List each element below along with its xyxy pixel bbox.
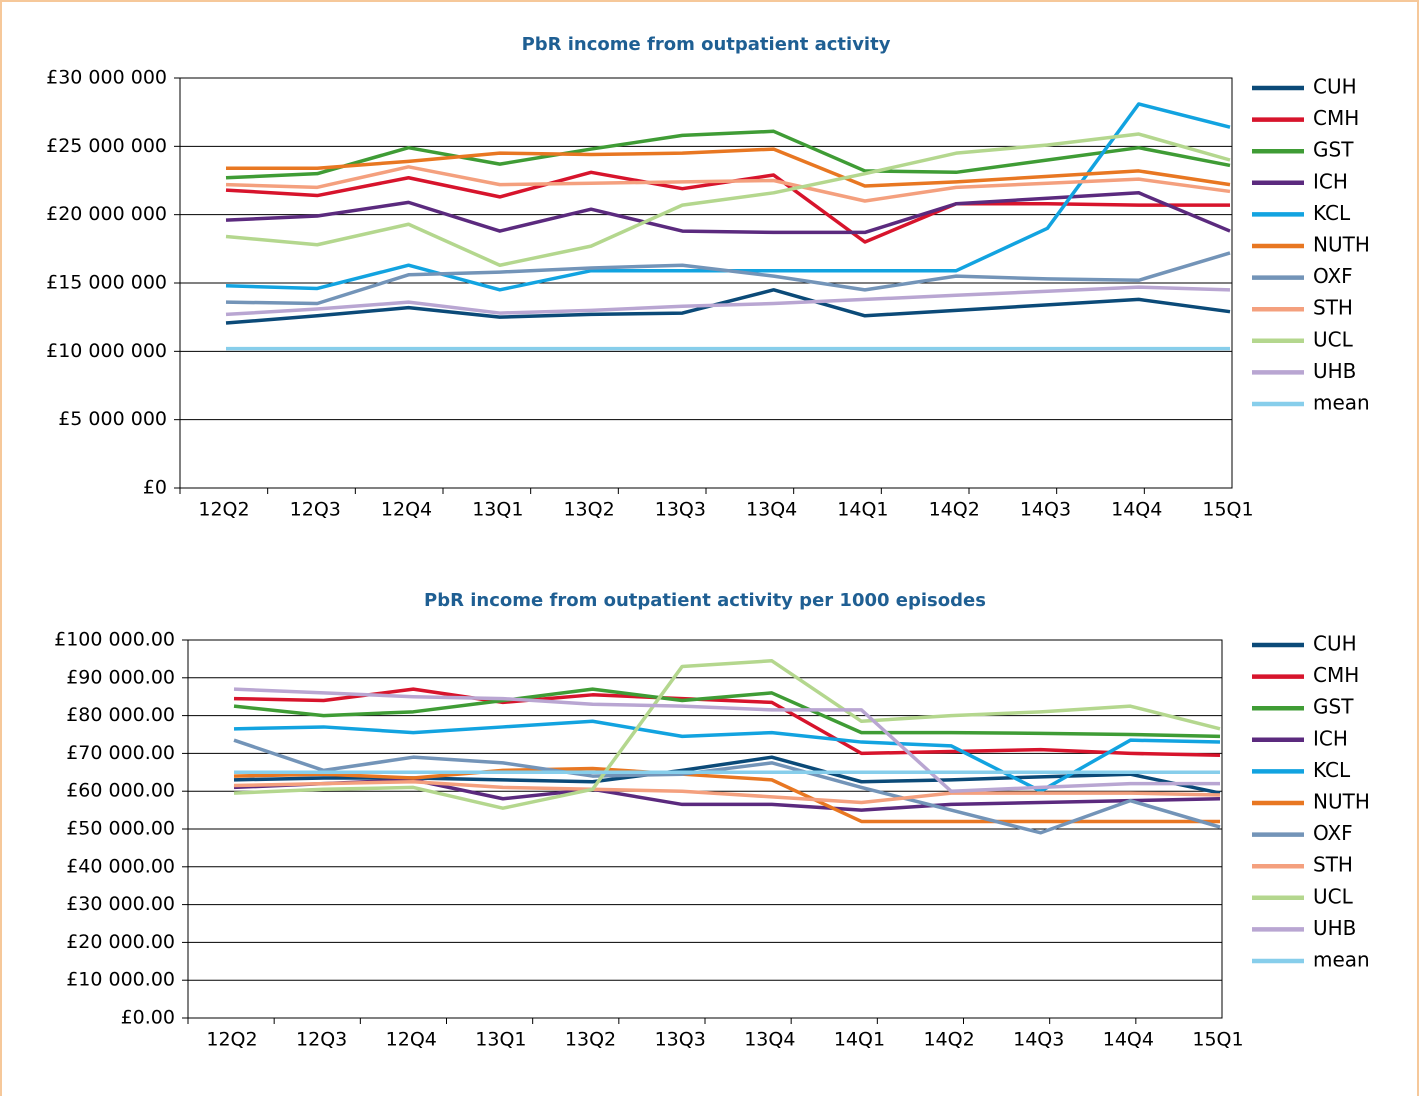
y-tick-label: £50 000.00: [66, 818, 175, 840]
series-line: [233, 687, 1221, 758]
series-line: [233, 719, 1221, 793]
legend-label: KCL: [1313, 201, 1351, 225]
series-line: [225, 132, 1231, 267]
x-tick-label: 12Q3: [290, 499, 341, 521]
y-tick-label: £5 000 000: [58, 408, 167, 430]
legend-label: UHB: [1313, 916, 1356, 940]
y-tick-label: £20 000.00: [66, 931, 175, 953]
x-tick-label: 12Q4: [386, 1029, 437, 1051]
x-tick-label: 13Q1: [472, 499, 523, 521]
y-tick-label: £100 000.00: [54, 629, 175, 651]
legend-label: KCL: [1313, 758, 1351, 782]
x-tick-label: 13Q1: [475, 1029, 526, 1051]
y-tick-label: £70 000.00: [66, 742, 175, 764]
legend-label: STH: [1313, 296, 1353, 320]
legend-label: GST: [1313, 138, 1354, 162]
x-tick-label: 14Q4: [1111, 499, 1162, 521]
x-tick-label: 15Q1: [1202, 499, 1253, 521]
series-line: [233, 687, 1221, 739]
y-tick-label: £60 000.00: [66, 780, 175, 802]
series-line: [226, 147, 1231, 188]
legend-label: UCL: [1313, 884, 1354, 908]
legend-label: ICH: [1313, 726, 1348, 750]
x-tick-label: 13Q4: [746, 499, 797, 521]
x-tick-label: 14Q2: [929, 499, 980, 521]
legend-label: NUTH: [1313, 233, 1370, 257]
y-tick-label: £15 000 000: [46, 272, 167, 294]
series-line: [225, 285, 1231, 317]
legend-label: mean: [1313, 391, 1370, 415]
legend-label: OXF: [1313, 264, 1353, 288]
series-line: [225, 165, 1231, 203]
legend-label: OXF: [1313, 821, 1353, 845]
series-line: [233, 659, 1221, 810]
x-tick-label: 14Q2: [923, 1029, 974, 1051]
y-tick-label: £30 000.00: [66, 893, 175, 915]
legend-label: GST: [1313, 695, 1354, 719]
x-tick-label: 14Q3: [1013, 1029, 1064, 1051]
y-tick-label: £25 000 000: [46, 135, 167, 157]
x-tick-label: 15Q1: [1192, 1029, 1243, 1051]
series-line: [233, 766, 1220, 824]
chart-title: PbR income from outpatient activity per …: [424, 590, 986, 611]
y-tick-label: £10 000 000: [46, 340, 167, 362]
legend-label: UCL: [1313, 327, 1354, 351]
legend-label: ICH: [1313, 169, 1348, 193]
legend-label: CUH: [1313, 632, 1357, 656]
legend-label: STH: [1313, 853, 1353, 877]
x-tick-label: 12Q2: [198, 499, 249, 521]
x-tick-label: 13Q3: [655, 499, 706, 521]
y-tick-label: £0.00: [121, 1007, 175, 1029]
series-line: [225, 191, 1231, 235]
legend-label: mean: [1313, 948, 1370, 972]
y-tick-label: £90 000.00: [66, 666, 175, 688]
series-line: [233, 738, 1221, 835]
x-tick-label: 14Q1: [837, 499, 888, 521]
x-tick-label: 14Q1: [834, 1029, 885, 1051]
series-line: [225, 251, 1231, 306]
series-line: [225, 129, 1231, 180]
series-line: [233, 687, 1220, 793]
y-tick-label: £30 000 000: [46, 67, 167, 89]
y-tick-label: £0: [143, 477, 167, 499]
x-tick-label: 12Q3: [296, 1029, 347, 1051]
legend-label: CMH: [1313, 106, 1359, 130]
series-line: [233, 780, 1221, 805]
legend-label: UHB: [1313, 359, 1356, 383]
chart-title: PbR income from outpatient activity: [522, 34, 891, 55]
y-tick-label: £80 000.00: [66, 704, 175, 726]
y-tick-label: £10 000.00: [66, 969, 175, 991]
x-tick-label: 13Q3: [655, 1029, 706, 1051]
x-tick-label: 13Q2: [563, 499, 614, 521]
x-tick-label: 14Q4: [1103, 1029, 1154, 1051]
series-line: [225, 288, 1231, 325]
legend-label: NUTH: [1313, 790, 1370, 814]
x-tick-label: 12Q4: [381, 499, 432, 521]
x-tick-label: 13Q2: [565, 1029, 616, 1051]
legend-label: CUH: [1313, 75, 1357, 99]
x-tick-label: 13Q4: [744, 1029, 795, 1051]
y-tick-label: £40 000.00: [66, 855, 175, 877]
y-tick-label: £20 000 000: [46, 203, 167, 225]
legend-label: CMH: [1313, 663, 1359, 687]
x-tick-label: 12Q2: [206, 1029, 257, 1051]
x-tick-label: 14Q3: [1020, 499, 1071, 521]
